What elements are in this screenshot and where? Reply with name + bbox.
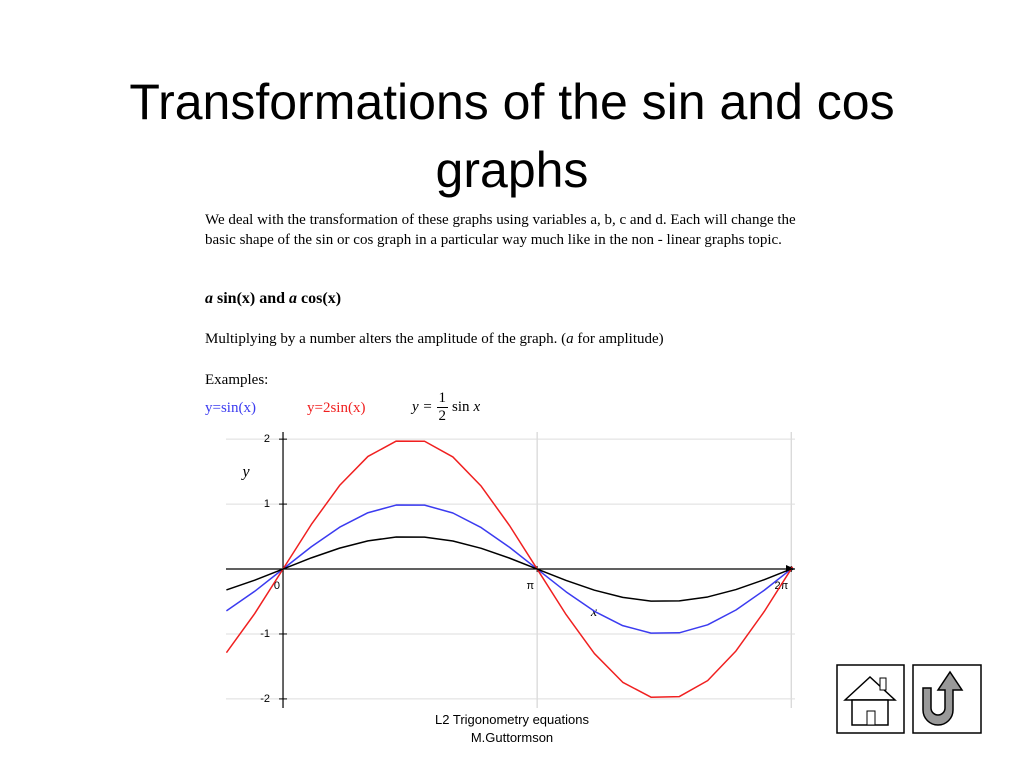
intro-text: We deal with the transformation of these… (205, 212, 796, 248)
series-line (226, 440, 794, 698)
heading-part: a (205, 290, 213, 307)
y-tick-label: 1 (264, 498, 270, 510)
x-axis-label: x (590, 605, 598, 620)
y-tick-label: -2 (260, 693, 270, 705)
formula-var: x (473, 399, 481, 415)
x-tick-label: 0 (274, 580, 280, 592)
footer-line: L2 Trigonometry equations (435, 712, 589, 727)
formula-lhs: y = (412, 399, 433, 415)
slide-title: Transformations of the sin and cos graph… (129, 74, 895, 198)
heading-part: a (289, 290, 298, 307)
return-button[interactable] (912, 664, 982, 734)
section-heading: a sin(x) and a cos(x) (205, 290, 341, 308)
legend-entry: y=sin(x) (205, 400, 256, 416)
note-part: a (566, 331, 574, 347)
y-axis-label: y (240, 464, 250, 481)
home-button[interactable] (836, 664, 905, 734)
heading-part: sin(x) and (213, 290, 290, 307)
x-tick-label: π (527, 580, 535, 592)
amplitude-note: Multiplying by a number alters the ampli… (205, 331, 664, 348)
note-part: for amplitude) (573, 331, 664, 347)
series-line (226, 536, 793, 602)
y-tick-label: -1 (260, 628, 270, 640)
numerator: 1 (436, 390, 449, 408)
legend-entry: y=2sin(x) (307, 400, 366, 416)
footer: L2 Trigonometry equations M.Guttormson (380, 711, 644, 747)
denominator: 2 (438, 408, 447, 424)
note-part: Multiplying by a number alters the ampli… (205, 331, 567, 347)
formula-fn: sin (452, 399, 470, 415)
examples-label: Examples: (205, 372, 269, 388)
heading-part: cos(x) (297, 290, 342, 307)
series-line (226, 504, 794, 634)
footer-line: M.Guttormson (470, 730, 554, 745)
plot-area (226, 440, 794, 698)
x-tick-label: 2π (774, 580, 788, 592)
y-tick-label: 2 (264, 433, 270, 445)
